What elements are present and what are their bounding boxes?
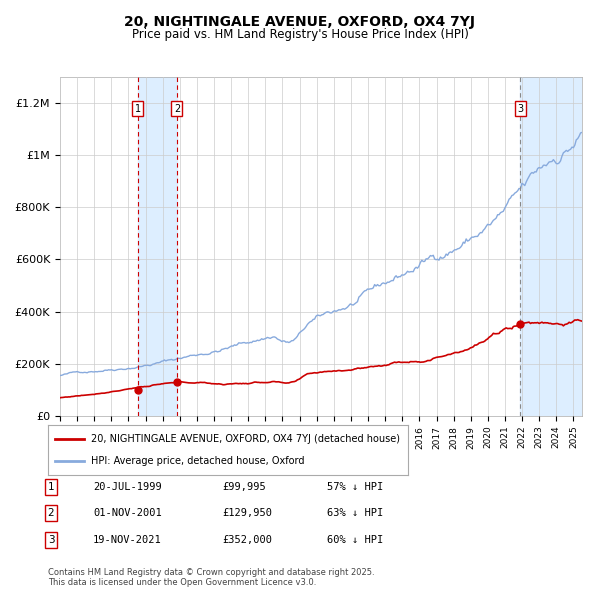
Text: 60% ↓ HPI: 60% ↓ HPI xyxy=(327,535,383,545)
Text: £352,000: £352,000 xyxy=(222,535,272,545)
Text: HPI: Average price, detached house, Oxford: HPI: Average price, detached house, Oxfo… xyxy=(91,456,305,466)
Text: £129,950: £129,950 xyxy=(222,509,272,518)
Text: 20, NIGHTINGALE AVENUE, OXFORD, OX4 7YJ: 20, NIGHTINGALE AVENUE, OXFORD, OX4 7YJ xyxy=(125,15,476,29)
Text: 01-NOV-2001: 01-NOV-2001 xyxy=(93,509,162,518)
Bar xyxy=(520,77,582,416)
Text: Price paid vs. HM Land Registry's House Price Index (HPI): Price paid vs. HM Land Registry's House … xyxy=(131,28,469,41)
Text: 19-NOV-2021: 19-NOV-2021 xyxy=(93,535,162,545)
Text: 1: 1 xyxy=(135,104,141,114)
Text: 3: 3 xyxy=(517,104,523,114)
Text: 2: 2 xyxy=(174,104,180,114)
Text: 2: 2 xyxy=(47,509,55,518)
Text: 20, NIGHTINGALE AVENUE, OXFORD, OX4 7YJ (detached house): 20, NIGHTINGALE AVENUE, OXFORD, OX4 7YJ … xyxy=(91,434,400,444)
Text: £99,995: £99,995 xyxy=(222,482,266,491)
Text: 63% ↓ HPI: 63% ↓ HPI xyxy=(327,509,383,518)
Bar xyxy=(138,77,177,416)
Text: Contains HM Land Registry data © Crown copyright and database right 2025.
This d: Contains HM Land Registry data © Crown c… xyxy=(48,568,374,587)
Text: 3: 3 xyxy=(47,535,55,545)
Text: 1: 1 xyxy=(47,482,55,491)
Text: 20-JUL-1999: 20-JUL-1999 xyxy=(93,482,162,491)
Text: 57% ↓ HPI: 57% ↓ HPI xyxy=(327,482,383,491)
